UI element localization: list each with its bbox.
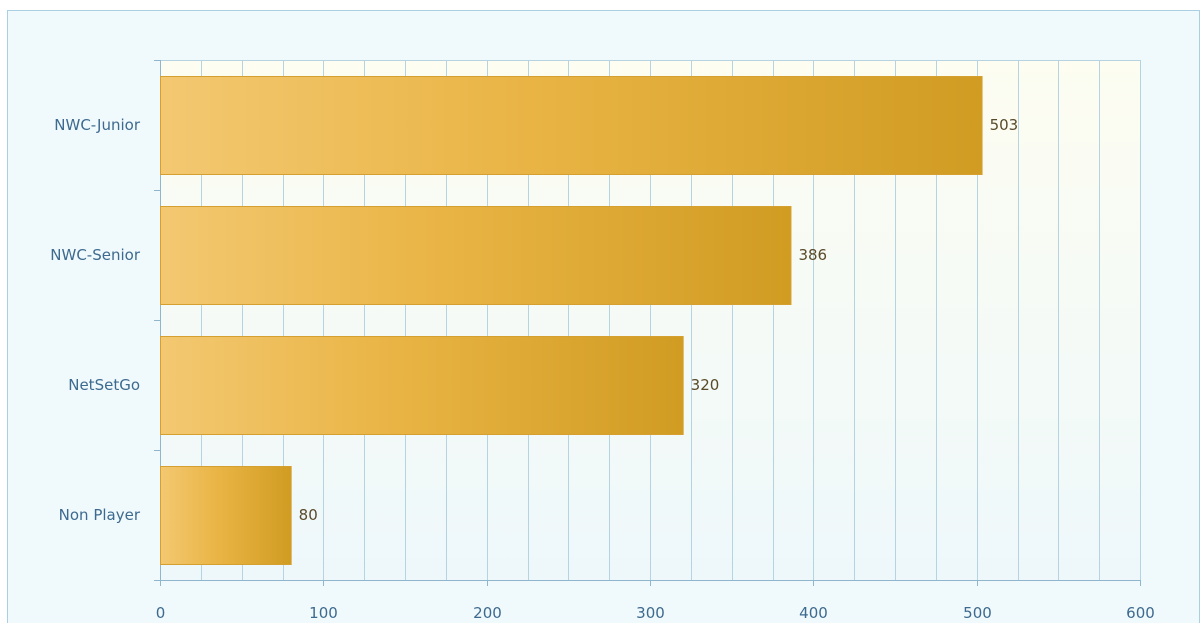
- x-tick-label: 400: [799, 604, 828, 622]
- bar: [160, 336, 684, 435]
- bar: [160, 206, 792, 305]
- category-label: Non Player: [59, 506, 141, 524]
- category-label: NWC-Senior: [50, 246, 141, 264]
- bar: [160, 466, 292, 565]
- category-label: NetSetGo: [68, 376, 140, 394]
- data-label: 80: [299, 506, 318, 524]
- x-tick-label: 200: [473, 604, 502, 622]
- labels: 0 100 200 300 400 500 600 NWC-Junior 503 NWC-Seni…: [50, 116, 1155, 622]
- x-tick-label: 500: [963, 604, 992, 622]
- x-tick-label: 100: [309, 604, 338, 622]
- data-label: 503: [990, 116, 1019, 134]
- data-label: 320: [691, 376, 720, 394]
- bars: [160, 76, 983, 565]
- data-label: 386: [798, 246, 827, 264]
- category-label: NWC-Junior: [54, 116, 141, 134]
- x-tick-label: 0: [156, 604, 166, 622]
- bar: [160, 76, 983, 175]
- x-tick-label: 600: [1126, 604, 1155, 622]
- x-tick-label: 300: [636, 604, 665, 622]
